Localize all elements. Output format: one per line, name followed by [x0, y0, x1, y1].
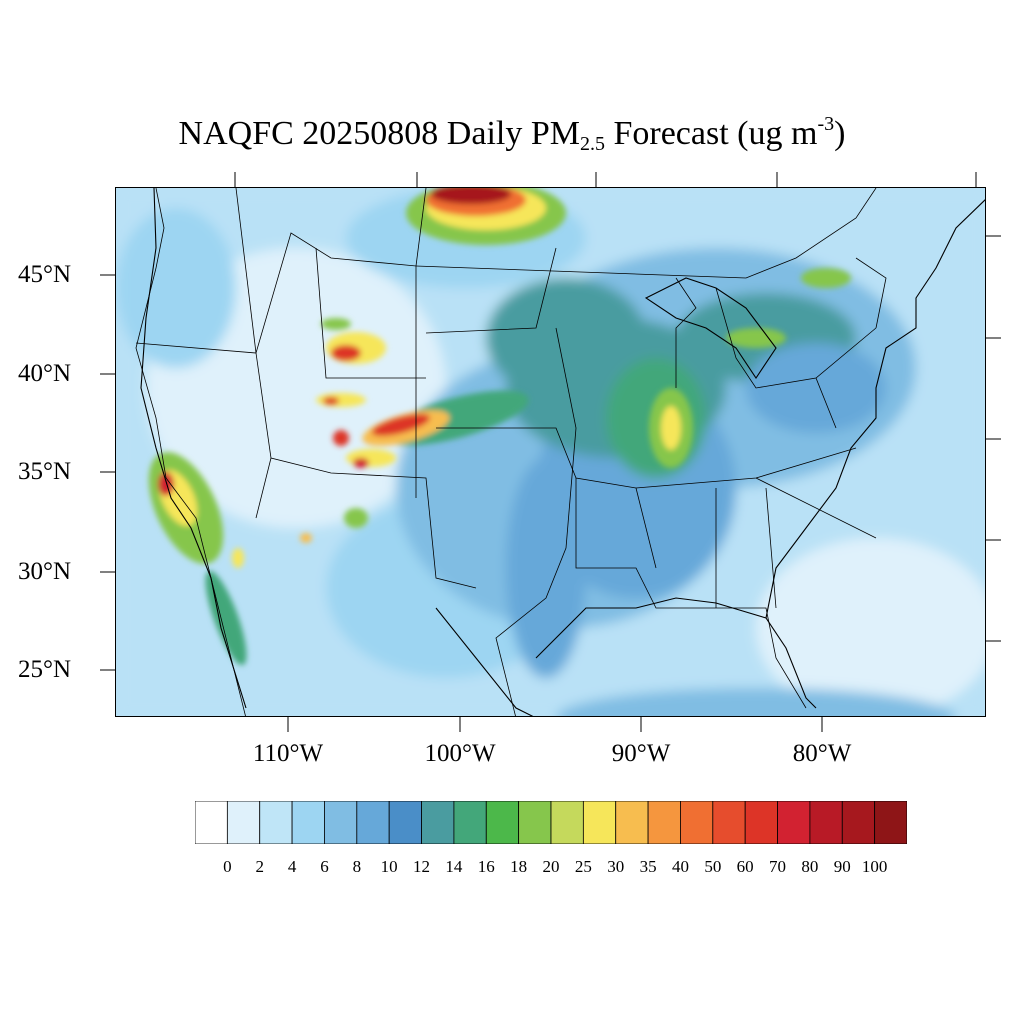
great-lakes-haze: [344, 268, 851, 528]
color-bar-label: 40: [671, 857, 689, 876]
color-bar-label: 30: [607, 857, 625, 876]
color-bar-swatch: [874, 801, 907, 844]
color-bar-swatch: [485, 801, 520, 844]
color-bar-swatch: [324, 801, 358, 844]
wyoming-fires: [316, 318, 386, 407]
color-bar-swatch: [453, 801, 487, 844]
color-bar-label: 50: [704, 857, 722, 876]
color-bar-label: 18: [510, 857, 528, 876]
lon-label-100w: 100°W: [424, 740, 496, 767]
color-bar-swatch: [356, 801, 390, 844]
colorado-fires: [333, 390, 529, 468]
color-bar-swatch: [291, 801, 325, 844]
smoke-plumes: [148, 188, 851, 666]
color-bar-label: 14: [445, 857, 463, 876]
color-bar-label: 25: [574, 857, 592, 876]
color-bar-label: 80: [801, 857, 819, 876]
color-bar-label: 90: [833, 857, 851, 876]
forecast-map: [115, 187, 986, 717]
color-bar-label: 70: [769, 857, 787, 876]
coastline: [140, 188, 985, 716]
lat-label-30n: 30°N: [18, 558, 72, 585]
color-bar-swatch: [712, 801, 746, 844]
color-bar-swatch: [809, 801, 843, 844]
color-bar-label: 10: [380, 857, 398, 876]
color-bar-label: 60: [736, 857, 754, 876]
lat-label-40n: 40°N: [18, 360, 72, 387]
lat-label-25n: 25°N: [18, 656, 72, 683]
color-bar-label: 12: [413, 857, 431, 876]
title-units: Forecast (ug m: [604, 115, 818, 152]
color-bar-label: 20: [542, 857, 560, 876]
indiana-haze: [649, 388, 693, 468]
title-text: NAQFC 20250808 Daily PM: [178, 115, 580, 152]
color-bar-label: 35: [639, 857, 657, 876]
boundaries: [135, 188, 887, 716]
color-bar-swatch: [744, 801, 778, 844]
color-bar-label: 2: [255, 857, 264, 876]
lon-label-80w: 80°W: [792, 740, 852, 767]
title-superscript: -3: [817, 113, 835, 135]
color-bar-swatch: [518, 801, 552, 844]
color-bar-swatch: [582, 801, 617, 844]
color-bar-swatch: [777, 801, 811, 844]
color-bar-label: 8: [352, 857, 362, 876]
color-bar-swatch: [388, 801, 422, 844]
color-bar-label: 0: [223, 857, 232, 876]
color-bar-swatch: [259, 801, 293, 844]
color-bar-swatch: [841, 801, 876, 844]
lon-label-110w: 110°W: [252, 740, 324, 767]
color-bar-label: 6: [320, 857, 329, 876]
color-bar-label: 4: [287, 857, 297, 876]
color-bar-label: 100: [861, 857, 888, 876]
lat-label-35n: 35°N: [18, 458, 72, 485]
color-bar-swatch: [226, 801, 261, 844]
map-title: NAQFC 20250808 Daily PM2.5 Forecast (ug …: [0, 112, 1024, 156]
color-bar-swatch: [647, 801, 681, 844]
title-subscript: 2.5: [579, 133, 605, 155]
color-bar: [195, 801, 907, 844]
northern-canada-smoke: [406, 188, 566, 245]
lat-label-45n: 45°N: [18, 261, 72, 288]
lon-label-90w: 90°W: [611, 740, 671, 767]
color-bar-swatch: [615, 801, 649, 844]
color-bar-swatch: [195, 801, 228, 844]
title-end: ): [834, 115, 846, 152]
color-bar-swatch: [421, 801, 455, 844]
color-bar-swatch: [550, 801, 584, 844]
color-bar-swatch: [680, 801, 714, 844]
color-bar-label: 16: [477, 857, 495, 876]
